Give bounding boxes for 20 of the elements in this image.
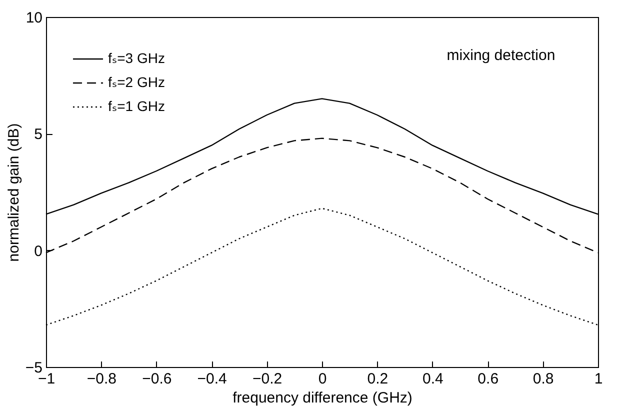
x-tick-label: −0.8 xyxy=(86,370,117,388)
y-tick-label: 10 xyxy=(26,10,42,26)
x-tick-label: 0.4 xyxy=(422,370,444,388)
y-axis-title: normalized gain (dB) xyxy=(5,123,22,262)
y-tick-label: 0 xyxy=(34,242,42,260)
x-axis-title: frequency difference (GHz) xyxy=(232,390,412,406)
y-tick-label: −5 xyxy=(25,360,42,376)
x-tick-label: 0.6 xyxy=(478,370,499,388)
x-tick-label: −0.2 xyxy=(252,370,282,388)
x-tick-label: −0.6 xyxy=(142,370,172,388)
x-tick-label: 1 xyxy=(594,370,603,388)
legend-label: fₛ=2 GHz xyxy=(108,74,165,90)
x-tick-label: 0.2 xyxy=(367,370,388,388)
x-tick-label: −0.4 xyxy=(197,370,227,388)
annotation: mixing detection xyxy=(446,47,556,64)
x-tick-label: 0.8 xyxy=(532,370,554,388)
y-tick-label: 5 xyxy=(34,126,42,144)
legend-label: fₛ=3 GHz xyxy=(108,50,165,66)
x-tick-label: 0 xyxy=(318,370,327,388)
legend-label: fₛ=1 GHz xyxy=(108,98,165,114)
